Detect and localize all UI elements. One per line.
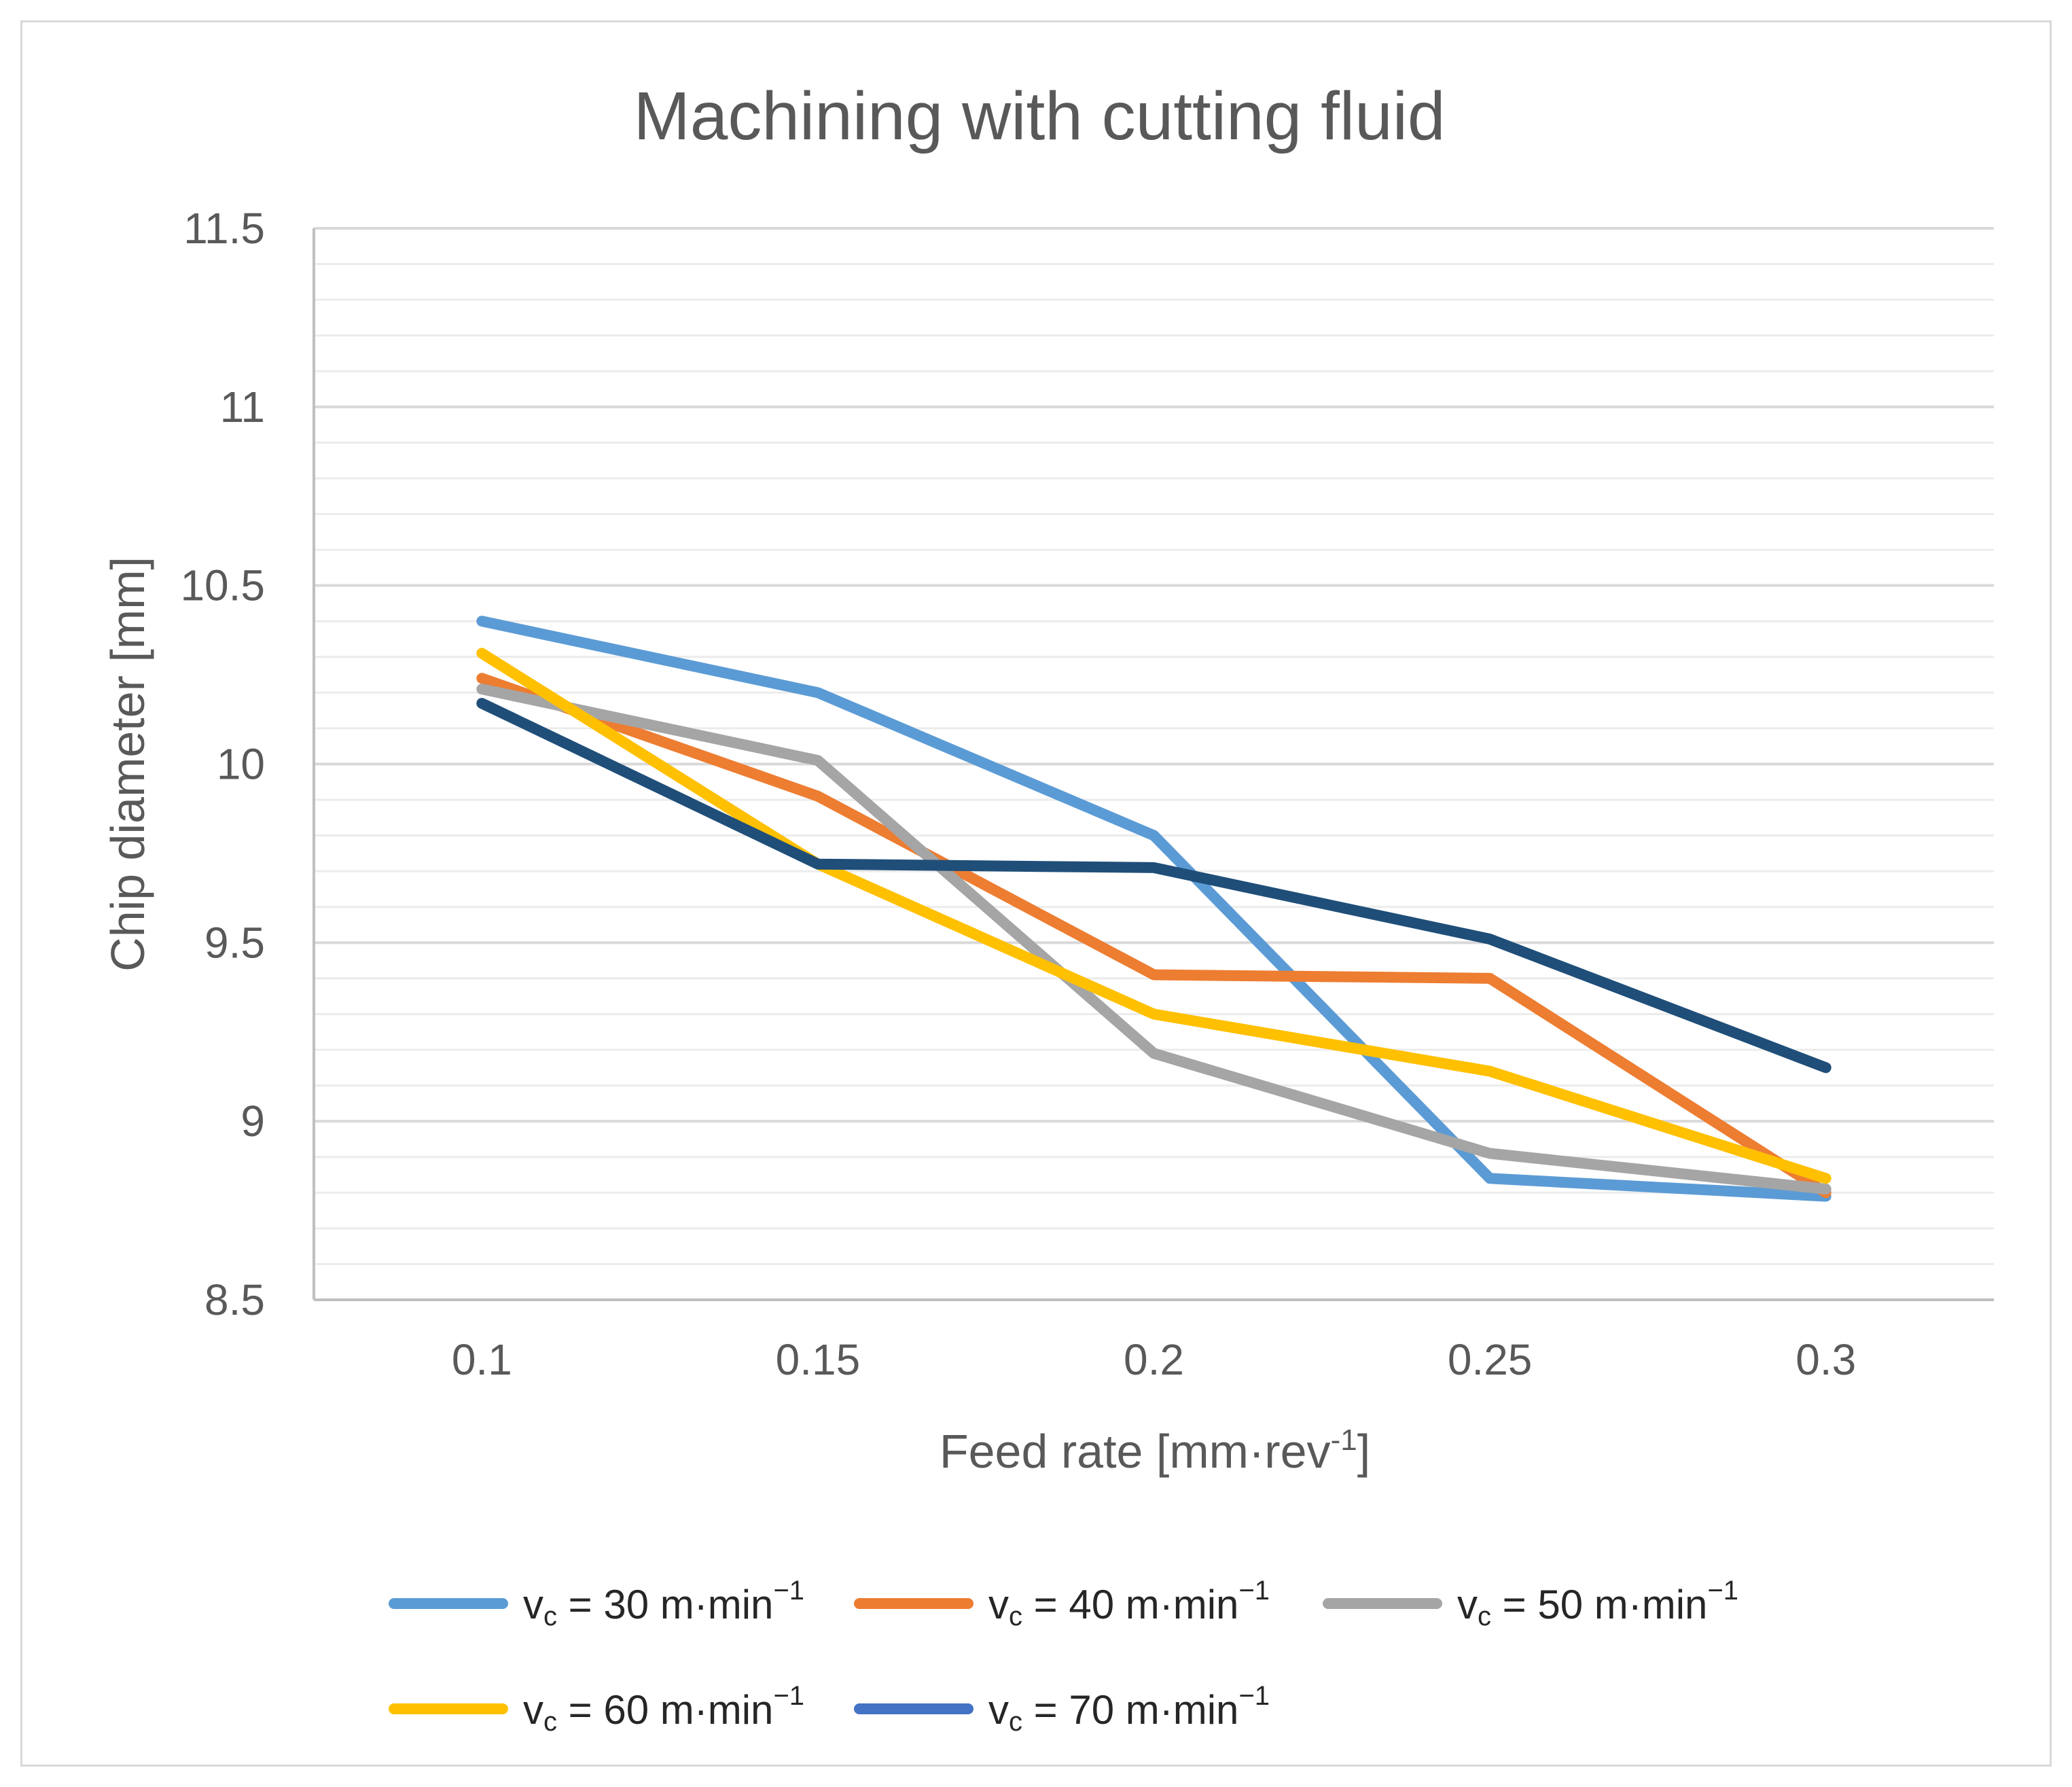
y-tick-label: 9.5 xyxy=(204,918,265,967)
y-tick-label: 9 xyxy=(240,1097,265,1146)
x-tick-label: 0.25 xyxy=(1448,1335,1533,1384)
series-line-3 xyxy=(476,684,1832,1195)
legend-item: vc = 50 m·min−1 xyxy=(1323,1576,1738,1631)
legend-label: vc = 40 m·min−1 xyxy=(988,1576,1270,1631)
series-lines xyxy=(476,616,1832,1202)
series-line-4 xyxy=(476,648,1832,1184)
series-line-1 xyxy=(476,616,1832,1202)
legend-item: vc = 60 m·min−1 xyxy=(389,1681,804,1737)
series-line-2 xyxy=(476,673,1832,1199)
legend-label: vc = 30 m·min−1 xyxy=(523,1576,804,1631)
x-tick-label: 0.1 xyxy=(452,1335,512,1384)
gridlines xyxy=(314,227,1994,1265)
chart-title: Machining with cutting fluid xyxy=(633,78,1445,154)
x-tick-labels: 0.1 0.15 0.2 0.25 0.3 xyxy=(452,1335,1856,1384)
legend-label: vc = 70 m·min−1 xyxy=(988,1681,1270,1737)
legend: vc = 30 m·min−1 vc = 40 m·min−1 vc = 50 m·… xyxy=(389,1576,1738,1737)
x-axis-label-sup: -1 xyxy=(1331,1423,1357,1457)
axes xyxy=(312,228,1994,1301)
x-tick-label: 0.15 xyxy=(776,1335,861,1384)
y-tick-label: 10 xyxy=(217,740,265,789)
chart-frame xyxy=(20,20,2052,1767)
x-axis-label-main: Feed rate [mm·rev xyxy=(940,1425,1331,1478)
series-line-5 xyxy=(476,698,1832,1074)
y-tick-label: 8.5 xyxy=(204,1275,265,1324)
legend-item: vc = 70 m·min−1 xyxy=(854,1681,1270,1737)
legend-label: vc = 60 m·min−1 xyxy=(523,1681,804,1737)
x-tick-label: 0.2 xyxy=(1124,1335,1184,1384)
y-tick-label: 11 xyxy=(220,383,265,431)
y-tick-label: 11.5 xyxy=(183,204,265,253)
y-tick-label: 10.5 xyxy=(180,561,265,610)
x-axis-label-end: ] xyxy=(1357,1425,1370,1478)
y-tick-labels: 8.5 9 9.5 10 10.5 11 11.5 xyxy=(180,204,265,1324)
y-axis-label: Chip diameter [mm] xyxy=(101,556,154,972)
x-tick-label: 0.3 xyxy=(1796,1335,1856,1384)
legend-item: vc = 40 m·min−1 xyxy=(854,1576,1270,1631)
x-axis-label: Feed rate [mm·rev-1] xyxy=(940,1423,1370,1478)
legend-label: vc = 50 m·min−1 xyxy=(1457,1576,1738,1631)
legend-item: vc = 30 m·min−1 xyxy=(389,1576,804,1631)
